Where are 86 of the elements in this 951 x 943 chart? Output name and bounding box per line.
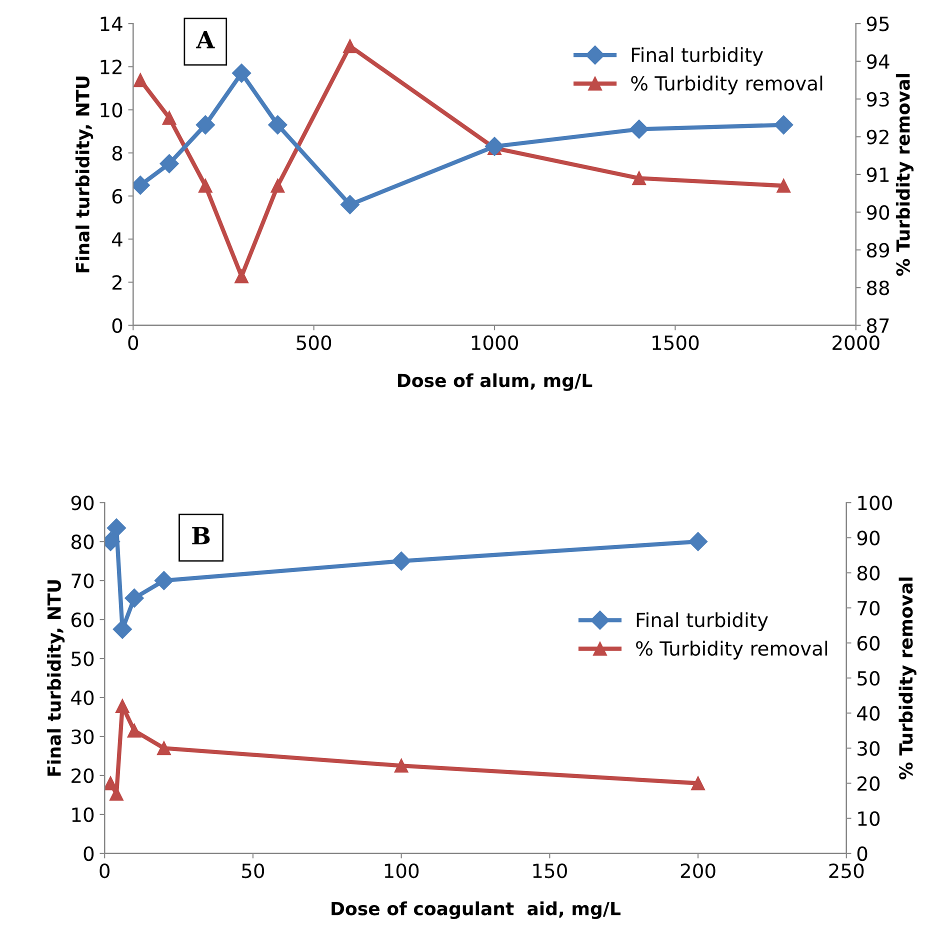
- y2-tick-label: 40: [857, 706, 880, 721]
- y2-tick-label: 100: [858, 496, 892, 510]
- y2-tick-label: 50: [858, 670, 880, 686]
- y2-tick-label: 92: [866, 130, 888, 144]
- x-tick-label: 0: [128, 335, 138, 350]
- point: [270, 178, 285, 193]
- point: [157, 741, 171, 756]
- y2-tick-label: 0: [857, 846, 868, 862]
- y-tick-label: 60: [72, 612, 94, 628]
- x-tick-label: 500: [296, 335, 332, 350]
- y-tick-label: 40: [71, 690, 94, 706]
- x-tick-label: 2000: [832, 335, 880, 350]
- legend-label: Final turbidity: [636, 612, 768, 632]
- x-tick-label: 250: [829, 863, 864, 878]
- point: [268, 115, 288, 134]
- point: [630, 120, 649, 139]
- y-tick-label: 10: [72, 807, 94, 822]
- annotation: A: [196, 30, 215, 48]
- point: [234, 269, 248, 284]
- y2-tick-label: 70: [858, 600, 880, 616]
- point: [196, 115, 215, 134]
- y2-tick-label: 80: [857, 566, 880, 580]
- y2-axis-title: % Turbidity removal: [898, 578, 916, 780]
- y-tick-label: 20: [72, 768, 94, 784]
- y-tick-label: 70: [72, 574, 94, 588]
- x-axis-title: Dose of coagulant aid, mg/L: [332, 901, 621, 920]
- y-tick-label: 8: [112, 146, 122, 161]
- y2-tick-label: 20: [858, 776, 880, 791]
- y2-tick-label: 60: [857, 636, 880, 651]
- point: [691, 776, 705, 790]
- x-tick-label: 150: [533, 863, 567, 878]
- legend-label: Final turbidity: [632, 47, 764, 66]
- y2-tick-label: 90: [866, 205, 890, 220]
- x-tick-label: 200: [680, 863, 716, 878]
- y2-tick-label: 30: [858, 741, 880, 756]
- y-tick-label: 14: [100, 16, 122, 31]
- point: [340, 195, 360, 214]
- y2-tick-label: 91: [866, 167, 889, 182]
- y-tick-label: 0: [84, 846, 94, 862]
- y-tick-label: 10: [100, 102, 122, 118]
- y-axis-title: Final turbidity, NTU: [46, 580, 65, 776]
- point: [127, 724, 142, 738]
- point: [124, 588, 144, 608]
- point: [394, 758, 408, 773]
- point: [392, 552, 411, 571]
- x-axis-title: Dose of alum, mg/L: [398, 373, 592, 391]
- x-tick-label: 1500: [652, 335, 699, 350]
- y-tick-label: 12: [100, 60, 122, 74]
- y2-tick-label: 94: [866, 54, 890, 69]
- y-axis-title: Final turbidity, NTU: [76, 76, 94, 272]
- point: [632, 171, 646, 186]
- legend-label: % Turbidity removal: [631, 76, 822, 94]
- y2-tick-label: 90: [857, 530, 880, 546]
- point: [774, 115, 794, 134]
- y-tick-label: 90: [71, 496, 94, 510]
- point: [688, 532, 708, 552]
- legend-label: % Turbidity removal: [636, 640, 828, 660]
- y-tick-label: 50: [72, 651, 94, 666]
- point: [115, 699, 130, 714]
- y-tick-label: 6: [112, 188, 122, 204]
- y2-axis-title: % Turbidity removal: [896, 74, 914, 276]
- y2-tick-label: 87: [866, 318, 889, 333]
- point: [162, 110, 176, 125]
- y2-tick-label: 88: [866, 280, 890, 296]
- point: [133, 73, 148, 88]
- point: [198, 178, 212, 193]
- y-tick-label: 2: [112, 275, 122, 290]
- y-tick-label: 4: [112, 232, 122, 247]
- y2-tick-label: 95: [866, 16, 889, 32]
- x-tick-label: 1000: [472, 335, 518, 350]
- point: [343, 39, 357, 54]
- x-tick-label: 100: [384, 863, 419, 878]
- point: [484, 136, 504, 156]
- y2-tick-label: 89: [866, 242, 889, 258]
- point: [106, 518, 126, 538]
- point: [776, 178, 791, 193]
- y2-tick-label: 10: [858, 811, 880, 826]
- y-tick-label: 80: [71, 534, 94, 550]
- y-tick-label: 30: [72, 729, 94, 744]
- point: [232, 64, 252, 83]
- y-tick-label: 0: [112, 318, 122, 333]
- point: [154, 571, 174, 590]
- annotation: B: [192, 527, 210, 544]
- point: [160, 154, 179, 174]
- y2-tick-label: 93: [866, 92, 889, 107]
- x-tick-label: 50: [242, 863, 264, 878]
